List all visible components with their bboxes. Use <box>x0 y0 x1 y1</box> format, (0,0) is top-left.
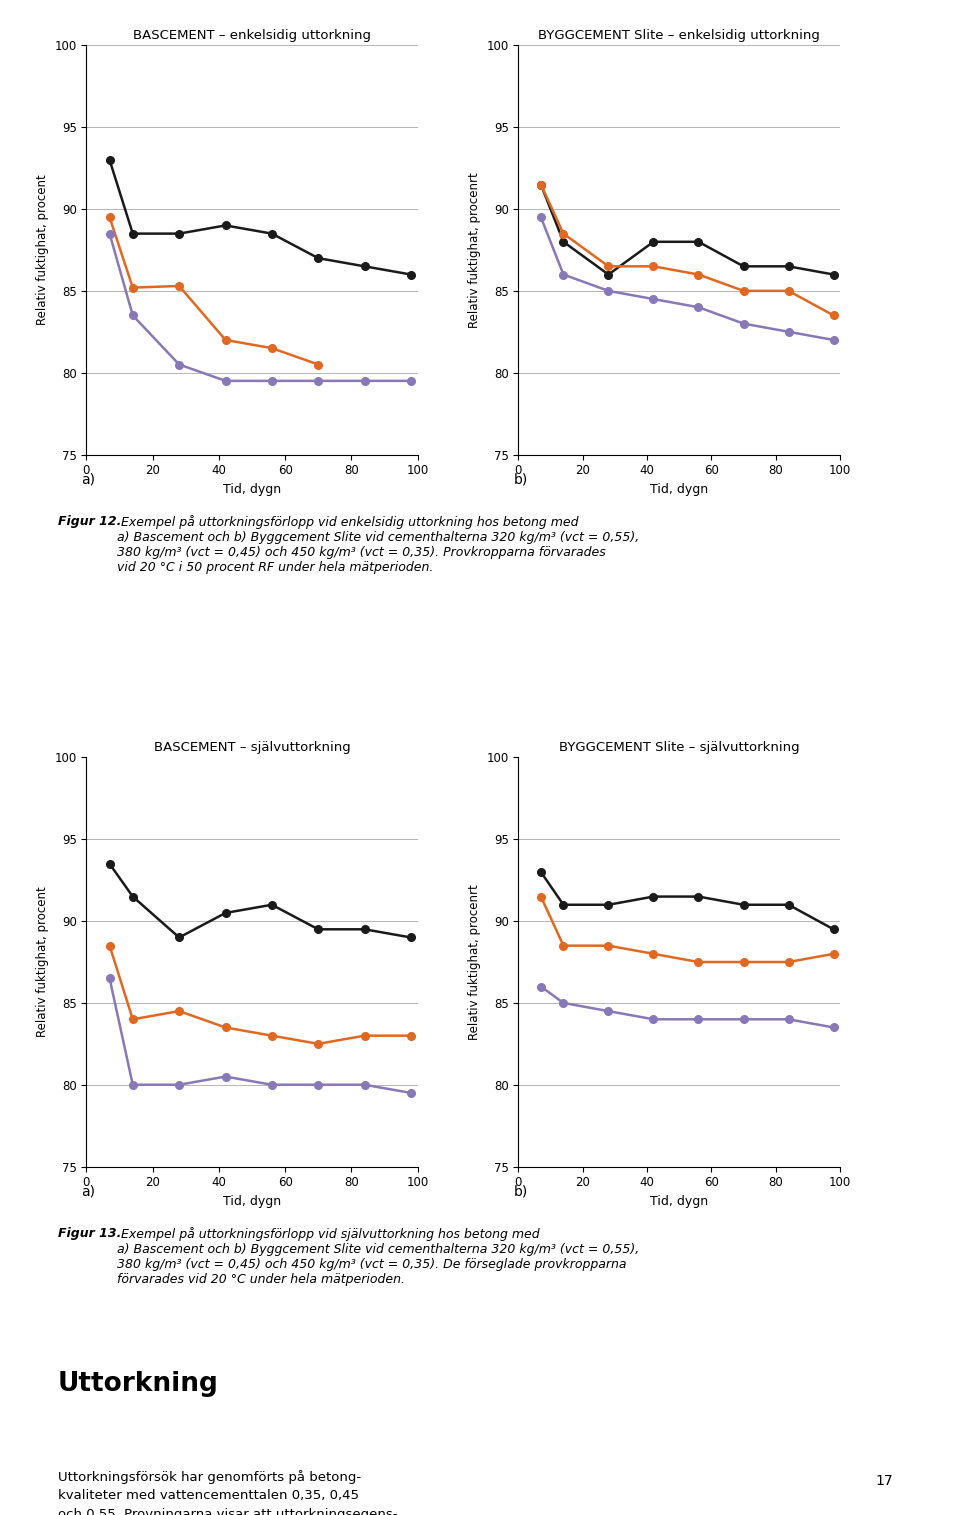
Y-axis label: Relativ fuktighat, procent: Relativ fuktighat, procent <box>36 174 49 326</box>
X-axis label: Tid, dygn: Tid, dygn <box>650 1195 708 1207</box>
X-axis label: Tid, dygn: Tid, dygn <box>223 1195 281 1207</box>
Text: 17: 17 <box>876 1474 893 1488</box>
Text: Figur 13.: Figur 13. <box>58 1227 121 1241</box>
Text: b): b) <box>514 473 528 486</box>
Y-axis label: Relativ fuktighat, procenrt: Relativ fuktighat, procenrt <box>468 885 481 1039</box>
Title: BYGGCEMENT Slite – enkelsidig uttorkning: BYGGCEMENT Slite – enkelsidig uttorkning <box>539 29 820 41</box>
X-axis label: Tid, dygn: Tid, dygn <box>223 483 281 495</box>
Text: a): a) <box>82 1185 96 1198</box>
Text: Exempel på uttorkningsförlopp vid självuttorkning hos betong med
a) Bascement oc: Exempel på uttorkningsförlopp vid självu… <box>117 1227 639 1286</box>
X-axis label: Tid, dygn: Tid, dygn <box>650 483 708 495</box>
Title: BASCEMENT – enkelsidig uttorkning: BASCEMENT – enkelsidig uttorkning <box>133 29 371 41</box>
Text: Uttorkningsförsök har genomförts på betong-
kvaliteter med vattencementtalen 0,3: Uttorkningsförsök har genomförts på beto… <box>58 1470 397 1515</box>
Text: a): a) <box>82 473 96 486</box>
Title: BYGGCEMENT Slite – självuttorkning: BYGGCEMENT Slite – självuttorkning <box>559 741 800 753</box>
Text: Uttorkning: Uttorkning <box>58 1371 219 1397</box>
Text: b): b) <box>514 1185 528 1198</box>
Title: BASCEMENT – självuttorkning: BASCEMENT – självuttorkning <box>154 741 350 753</box>
Y-axis label: Relativ fuktighat, procent: Relativ fuktighat, procent <box>36 886 49 1038</box>
Text: Figur 12.: Figur 12. <box>58 515 121 529</box>
Y-axis label: Relativ fuktighat, procenrt: Relativ fuktighat, procenrt <box>468 173 481 327</box>
Text: Exempel på uttorkningsförlopp vid enkelsidig uttorkning hos betong med
a) Bascem: Exempel på uttorkningsförlopp vid enkels… <box>117 515 639 574</box>
